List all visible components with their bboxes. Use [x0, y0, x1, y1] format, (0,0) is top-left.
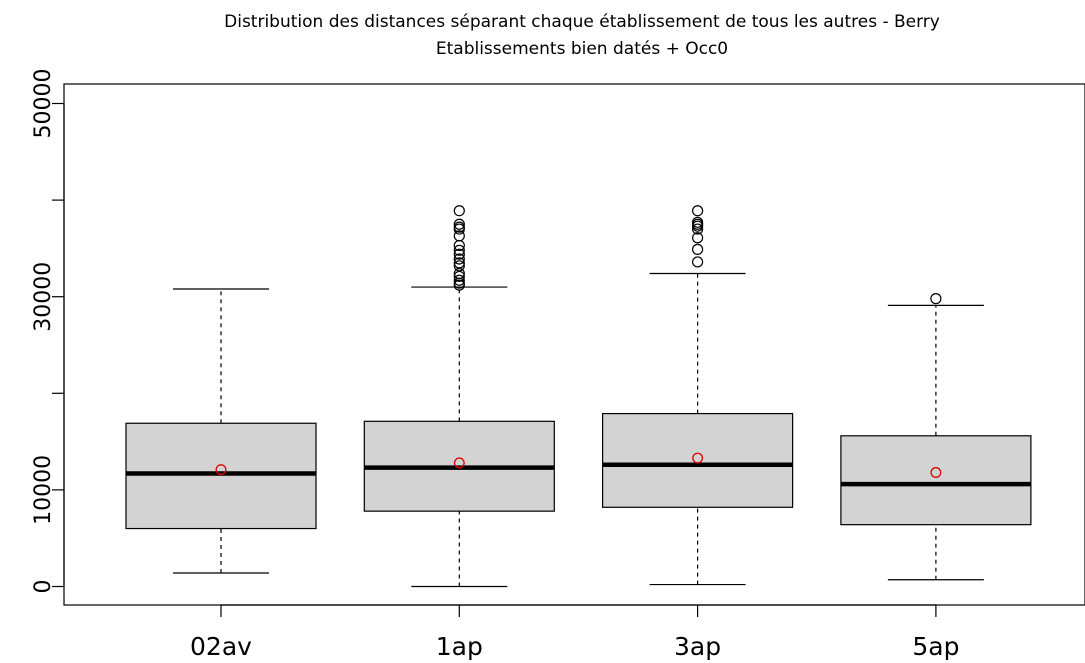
x-tick-label: 02av [190, 632, 252, 661]
outlier-point [691, 205, 704, 217]
outlier-point [930, 293, 942, 305]
outlier-point [691, 243, 704, 255]
outlier-point [453, 260, 465, 272]
outlier-point [453, 221, 465, 233]
outlier-point [691, 256, 704, 268]
outlier-point [453, 253, 465, 265]
y-tick-label: 50000 [31, 69, 56, 139]
chart-title: Distribution des distances séparant chaq… [224, 12, 940, 32]
box-body [601, 412, 794, 508]
x-tick-label: 5ap [912, 632, 959, 661]
boxes-layer [125, 205, 1032, 588]
outlier-point [453, 205, 465, 217]
x-tick-label: 1ap [436, 632, 483, 661]
mean-marker [453, 457, 465, 469]
box-group [840, 293, 1032, 581]
y-axis: 0 10000 30000 50000 [31, 69, 65, 594]
box-body [125, 422, 317, 530]
x-axis: 02av 1ap 3ap 5ap [190, 604, 959, 661]
outlier-point [453, 218, 465, 230]
outlier-point [453, 230, 465, 242]
outlier-point [691, 232, 704, 244]
mean-marker [215, 464, 227, 476]
y-tick-label: 30000 [31, 262, 56, 332]
outlier-point [453, 248, 465, 260]
box-group [601, 205, 794, 586]
outlier-point [453, 270, 465, 283]
mean-marker [930, 467, 942, 478]
box-body [840, 435, 1032, 526]
x-tick-label: 3ap [674, 632, 721, 661]
outlier-point [453, 257, 465, 269]
box-group [125, 288, 317, 574]
mean-marker [692, 452, 704, 464]
chart-subtitle: Etablissements bien datés + Occ0 [436, 39, 728, 59]
y-tick-label: 0 [31, 580, 56, 594]
outlier-point [453, 244, 465, 256]
outlier-point [691, 216, 704, 228]
y-tick-label: 10000 [31, 455, 56, 525]
outlier-point [453, 274, 465, 286]
outlier-point [691, 223, 704, 235]
outlier-point [453, 267, 465, 280]
box-group [363, 205, 555, 588]
